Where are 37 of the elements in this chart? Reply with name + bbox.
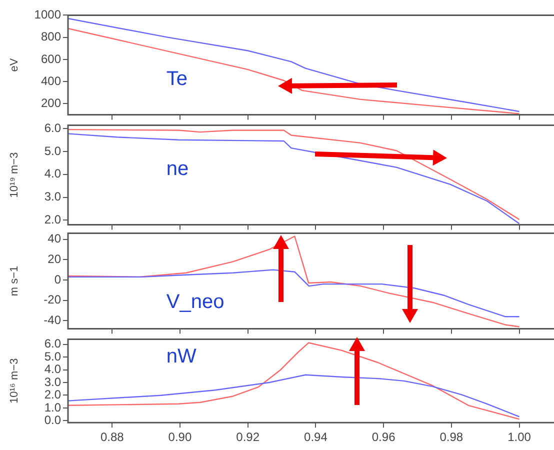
y-tick-label: 800 (40, 30, 62, 44)
y-tick-label: 0 (54, 272, 62, 286)
x-tick-label: 1.00 (508, 430, 532, 444)
y-tick-label: 4.0 (44, 362, 62, 376)
y-tick-label: 600 (40, 52, 62, 66)
y-axis-title: 10¹⁹ m−3 (8, 152, 21, 198)
y-tick-label: 5.0 (44, 144, 62, 158)
y-tick-label: 400 (40, 74, 62, 88)
y-axis-title: eV (8, 58, 21, 72)
annotation: nW (166, 346, 197, 368)
y-tick-label: 40 (48, 232, 62, 246)
y-tick-label: 6.0 (44, 336, 62, 351)
y-tick-label: -20 (44, 292, 62, 307)
y-tick-label: 6.0 (44, 120, 62, 135)
annotation: ne (166, 158, 189, 180)
y-tick-label: -40 (44, 312, 62, 327)
y-axis-title: 10¹⁶ m−3 (8, 358, 21, 404)
y-tick-label: 1000 (34, 8, 62, 22)
y-tick-label: 3.0 (44, 374, 62, 389)
y-axis-title: m s−1 (8, 266, 21, 296)
x-tick-label: 0.92 (236, 430, 260, 444)
y-tick-label: 1.0 (44, 400, 62, 414)
y-tick-label: 4.0 (44, 166, 62, 181)
x-tick-label: 0.94 (304, 430, 328, 444)
y-tick-label: 2.0 (44, 388, 62, 402)
x-tick-label: 0.98 (440, 430, 464, 444)
y-tick-label: 5.0 (44, 349, 62, 364)
x-tick-label: 0.88 (100, 430, 124, 444)
annotation: V_neo (166, 290, 224, 313)
annotation: Te (166, 68, 188, 90)
y-tick-label: 3.0 (44, 190, 62, 204)
y-tick-label: 200 (40, 96, 62, 110)
y-tick-label: 20 (48, 252, 62, 266)
x-tick-label: 0.90 (168, 430, 192, 444)
y-tick-label: 0.0 (44, 413, 62, 428)
x-tick-label: 0.96 (372, 430, 396, 444)
y-tick-label: 2.0 (44, 212, 62, 227)
